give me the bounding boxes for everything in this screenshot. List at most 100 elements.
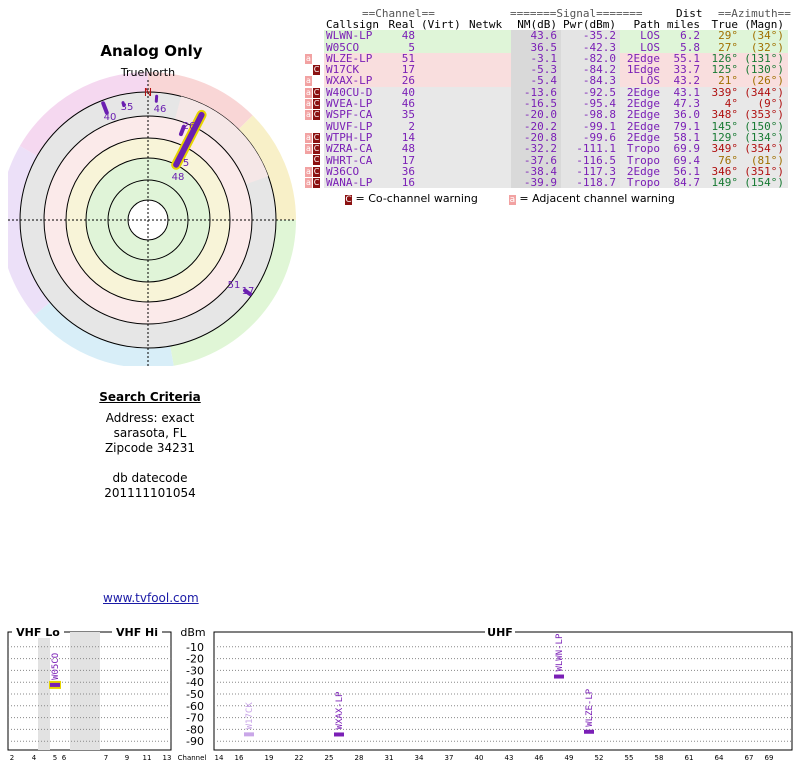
cell-pwr: -99.1 bbox=[561, 120, 620, 132]
channel-tick: 16 bbox=[235, 754, 244, 762]
adjacent-warning-icon: a bbox=[305, 98, 312, 109]
table-row[interactable]: WHRT-CA 17 -37.6 -116.5 Tropo 69.4 76° (81°) bbox=[324, 154, 788, 166]
cell-magn: (32°) bbox=[741, 41, 788, 53]
cell-magn: (154°) bbox=[741, 177, 788, 188]
channel-tick: 46 bbox=[535, 754, 544, 762]
cell-callsign: W17CK bbox=[324, 64, 385, 75]
table-row[interactable]: WLZE-LP 51 -3.1 -82.0 2Edge 55.1 126° (131°) bbox=[324, 53, 788, 64]
cell-dist: 33.7 bbox=[663, 64, 704, 75]
cell-magn: (131°) bbox=[741, 53, 788, 64]
channel-tick: 4 bbox=[32, 754, 37, 762]
cell-magn: (150°) bbox=[741, 120, 788, 132]
cell-real: 48 bbox=[385, 143, 419, 155]
cell-path: 2Edge bbox=[619, 166, 664, 177]
table-row[interactable]: W17CK 17 -5.3 -84.2 1Edge 33.7 125° (130°) bbox=[324, 64, 788, 75]
site-link[interactable]: www.tvfool.com bbox=[103, 591, 199, 605]
cell-netwk bbox=[467, 52, 511, 65]
cell-dist: 84.7 bbox=[663, 177, 704, 188]
adjacent-warning-icon: a bbox=[305, 177, 312, 188]
cell-real: 5 bbox=[385, 41, 419, 53]
cell-callsign: W05CO bbox=[324, 41, 385, 53]
group-signal: =======Signal======= bbox=[510, 7, 643, 20]
cell-netwk bbox=[467, 98, 511, 110]
cell-callsign: WSPF-CA bbox=[324, 109, 385, 121]
cell-nm: -37.6 bbox=[511, 154, 561, 166]
cell-pwr: -42.3 bbox=[561, 41, 620, 53]
cell-dist: 58.1 bbox=[663, 132, 704, 143]
table-row[interactable]: W40CU-D 40 -13.6 -92.5 2Edge 43.1 339° (344°) bbox=[324, 86, 788, 98]
cell-pwr: -116.5 bbox=[561, 154, 620, 166]
cell-virt bbox=[419, 30, 467, 42]
cell-callsign: WLZE-LP bbox=[324, 53, 385, 64]
channel-tick: 2 bbox=[10, 754, 14, 762]
table-row[interactable]: WUVF-LP 2 -20.2 -99.1 2Edge 79.1 145° (150°) bbox=[324, 120, 788, 132]
cell-netwk bbox=[467, 154, 511, 166]
col-virt: (Virt) bbox=[421, 18, 461, 31]
cell-path: LOS bbox=[619, 75, 664, 87]
channel-tick: 69 bbox=[765, 754, 774, 762]
table-row[interactable]: WVEA-LP 46 -16.5 -95.4 2Edge 47.3 4° (9°) bbox=[324, 98, 788, 109]
adjacent-warning-icon: a bbox=[305, 53, 312, 64]
channel-tick: 14 bbox=[215, 754, 224, 762]
cell-true: 349° bbox=[703, 143, 742, 155]
channel-tick: 19 bbox=[265, 754, 274, 762]
station-label: W17CK bbox=[245, 702, 255, 730]
channel-tick: 37 bbox=[445, 754, 454, 762]
channel-tick: 43 bbox=[505, 754, 514, 762]
cell-pwr: -111.1 bbox=[561, 143, 620, 155]
channel-tick: 52 bbox=[595, 754, 604, 762]
table-row[interactable]: W05CO 5 36.5 -42.3 LOS 5.8 27° (32°) bbox=[324, 41, 788, 53]
cell-true: 129° bbox=[703, 132, 742, 143]
group-dist: Dist bbox=[676, 7, 703, 20]
cell-pwr: -99.6 bbox=[561, 132, 620, 143]
cell-virt bbox=[419, 109, 467, 121]
cell-magn: (34°) bbox=[741, 30, 788, 42]
channel-tick: 49 bbox=[565, 754, 574, 762]
table-row[interactable]: WTPH-LP 14 -20.8 -99.6 2Edge 58.1 129° (134°) bbox=[324, 132, 788, 143]
table-row[interactable]: WLWN-LP 48 43.6 -35.2 LOS 6.2 29° (34°) bbox=[324, 30, 788, 42]
y-tick-label: -10 bbox=[186, 641, 204, 654]
address-line-1: Address: exact bbox=[105, 411, 195, 425]
label-bg bbox=[12, 626, 64, 638]
channel-tick: 55 bbox=[625, 754, 634, 762]
cell-nm: 36.5 bbox=[511, 41, 561, 53]
co-channel-warning-icon: C bbox=[313, 132, 320, 143]
col-magn: (Magn) bbox=[744, 18, 784, 31]
search-criteria: Search Criteria Address: exact sarasota,… bbox=[60, 390, 240, 501]
co-channel-warning-icon: C bbox=[313, 98, 320, 109]
channel-tick: 5 bbox=[53, 754, 57, 762]
cell-netwk bbox=[467, 165, 511, 178]
cell-netwk bbox=[467, 64, 511, 76]
cell-magn: (351°) bbox=[741, 166, 788, 177]
vhf-hi-label: VHF Hi bbox=[116, 626, 158, 639]
cell-callsign: WHRT-CA bbox=[324, 154, 385, 166]
cell-real: 17 bbox=[385, 64, 419, 75]
uhf-frame bbox=[213, 631, 793, 751]
cell-pwr: -82.0 bbox=[561, 53, 620, 64]
y-tick-label: -70 bbox=[186, 712, 204, 725]
station-label: WLWN-LP bbox=[555, 633, 565, 672]
cell-magn: (134°) bbox=[741, 132, 788, 143]
table-row[interactable]: WXAX-LP 26 -5.4 -84.3 LOS 43.2 21° (26°) bbox=[324, 75, 788, 87]
cell-true: 348° bbox=[703, 109, 742, 121]
cell-virt bbox=[419, 154, 467, 166]
table-row[interactable]: W36CO 36 -38.4 -117.3 2Edge 56.1 346° (351°) bbox=[324, 166, 788, 177]
cell-real: 16 bbox=[385, 177, 419, 188]
table-row[interactable]: WANA-LP 16 -39.9 -118.7 Tropo 84.7 149° (154°) bbox=[324, 177, 788, 188]
y-tick-label: -90 bbox=[186, 735, 204, 748]
station-marker bbox=[101, 101, 109, 115]
criteria-heading: Search Criteria bbox=[99, 390, 201, 404]
cell-real: 26 bbox=[385, 75, 419, 87]
cell-virt bbox=[419, 52, 467, 65]
channel-tick: 25 bbox=[325, 754, 334, 762]
cell-pwr: -84.2 bbox=[561, 64, 620, 75]
cell-nm: -5.3 bbox=[511, 64, 561, 75]
adjacent-symbol: a bbox=[508, 195, 516, 205]
table-row[interactable]: WSPF-CA 35 -20.0 -98.8 2Edge 36.0 348° (353°) bbox=[324, 109, 788, 121]
station-label: W05CO bbox=[51, 653, 61, 680]
table-row[interactable]: WZRA-CA 48 -32.2 -111.1 Tropo 69.9 349° (354°) bbox=[324, 143, 788, 155]
cell-nm: -16.5 bbox=[511, 98, 561, 109]
adjacent-legend: = Adjacent channel warning bbox=[519, 192, 675, 205]
cell-dist: 47.3 bbox=[663, 98, 704, 109]
